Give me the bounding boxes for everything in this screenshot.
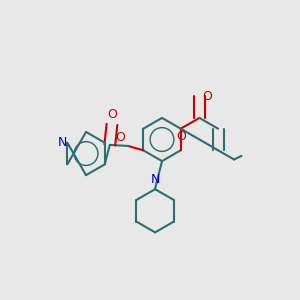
- Text: N: N: [58, 136, 68, 149]
- Text: O: O: [176, 130, 186, 143]
- Text: O: O: [115, 131, 125, 145]
- Text: N: N: [150, 173, 160, 186]
- Text: O: O: [202, 90, 212, 103]
- Text: O: O: [107, 108, 117, 121]
